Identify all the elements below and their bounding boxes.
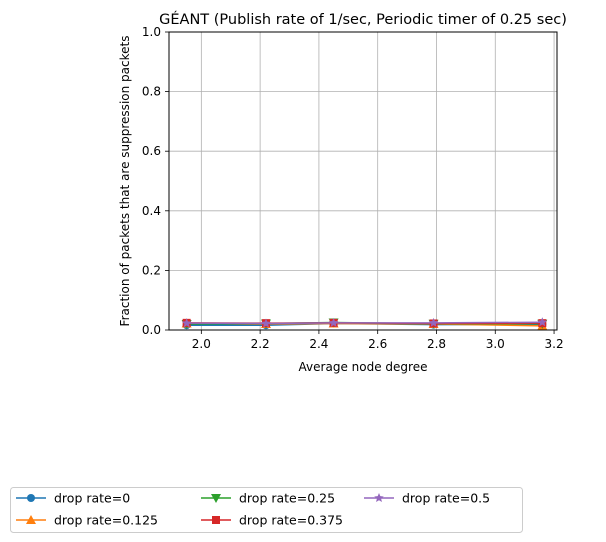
legend-item: drop rate=0.125 [16, 513, 158, 528]
x-tick-label: 2.0 [192, 337, 211, 351]
y-tick-label: 0.0 [142, 323, 161, 337]
plot-series [181, 317, 548, 330]
data-point [537, 317, 548, 327]
x-tick-label: 2.4 [309, 337, 328, 351]
legend-label: drop rate=0.25 [239, 491, 335, 506]
legend-label: drop rate=0.5 [402, 491, 490, 506]
legend-label: drop rate=0.125 [54, 513, 158, 528]
data-point [428, 317, 439, 327]
y-tick-label: 0.8 [142, 85, 161, 99]
data-point [328, 317, 339, 327]
x-tick-label: 2.2 [251, 337, 270, 351]
series-drop-rate-0-5 [181, 317, 548, 328]
legend-item: drop rate=0.5 [364, 491, 490, 506]
legend-swatch-marker [212, 516, 220, 524]
grid [169, 31, 557, 331]
legend-item: drop rate=0.375 [201, 513, 343, 528]
x-tick-label: 3.2 [545, 337, 564, 351]
chart-title: GÉANT (Publish rate of 1/sec, Periodic t… [159, 11, 567, 28]
y-tick-label: 1.0 [142, 25, 161, 39]
plot-frame [168, 31, 558, 331]
legend-swatch-marker [211, 494, 221, 503]
legend-item: drop rate=0 [16, 491, 130, 506]
x-tick-label: 2.8 [427, 337, 446, 351]
y-tick-label: 0.2 [142, 263, 161, 277]
legend-item: drop rate=0.25 [201, 491, 335, 506]
y-axis-title: Fraction of packets that are suppression… [118, 36, 132, 327]
legend: drop rate=0 drop rate=0.125 drop rate=0.25… [10, 487, 523, 533]
data-point [181, 318, 192, 328]
legend-label: drop rate=0.375 [239, 513, 343, 528]
data-point [261, 318, 271, 328]
x-axis-title: Average node degree [299, 360, 428, 374]
x-tick-label: 3.0 [486, 337, 505, 351]
x-tick-label: 2.6 [368, 337, 387, 351]
axis-ticks: 2.0 2.2 2.4 2.6 2.8 3.0 3.2 0.0 0.2 0.4 0.6 0.8 1.0 [142, 25, 564, 351]
y-tick-label: 0.4 [142, 204, 161, 218]
y-tick-label: 0.6 [142, 144, 161, 158]
legend-swatch-marker [27, 494, 35, 502]
legend-swatch-marker [374, 493, 384, 503]
legend-label: drop rate=0 [54, 491, 130, 506]
legend-box [10, 487, 523, 533]
legend-swatch-marker [26, 515, 36, 524]
